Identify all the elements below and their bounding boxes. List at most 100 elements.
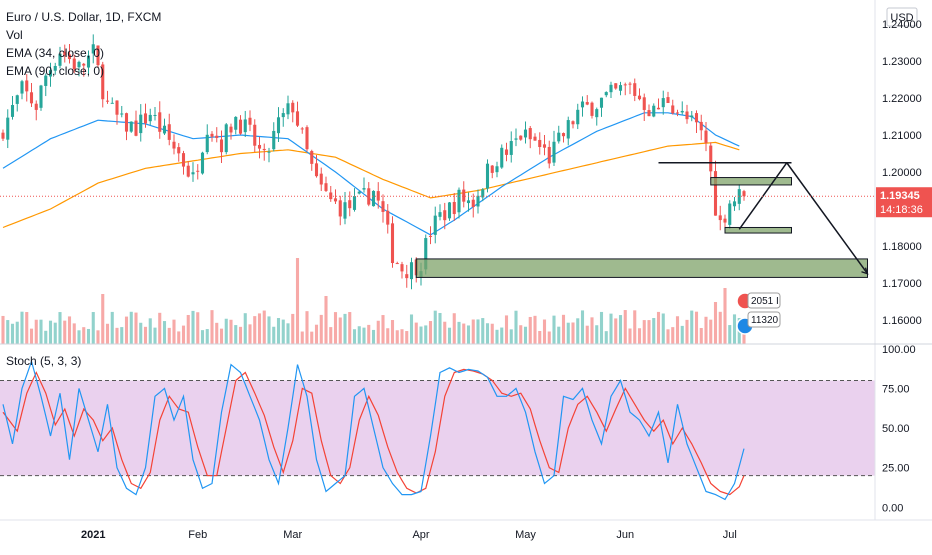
volume-bar bbox=[533, 315, 537, 344]
volume-bar bbox=[181, 325, 186, 344]
candle-body bbox=[210, 133, 214, 137]
candle-body bbox=[310, 151, 314, 164]
candle-body bbox=[58, 53, 62, 66]
candle-body bbox=[457, 189, 461, 213]
volume-bar bbox=[29, 328, 34, 344]
candle-body bbox=[680, 110, 684, 113]
volume-bar bbox=[148, 318, 152, 344]
candle-body bbox=[424, 238, 428, 270]
candle-body bbox=[253, 124, 257, 146]
candle-body bbox=[728, 203, 732, 225]
volume-bar bbox=[452, 313, 456, 344]
volume-bar bbox=[172, 319, 176, 344]
volume-bar bbox=[291, 313, 295, 344]
candle-body bbox=[362, 188, 366, 190]
volume-bar bbox=[495, 329, 499, 344]
volume-bar bbox=[476, 319, 480, 344]
volume-bar bbox=[48, 320, 53, 344]
candle-body bbox=[557, 132, 561, 142]
volume-bar bbox=[39, 319, 43, 344]
volume-bar bbox=[381, 315, 385, 344]
volume-bar bbox=[438, 312, 442, 344]
candle-body bbox=[53, 65, 57, 71]
volume-bar bbox=[447, 327, 452, 344]
candle-body bbox=[348, 200, 352, 209]
candle-body bbox=[656, 107, 661, 110]
candle-body bbox=[371, 190, 376, 207]
volume-bar bbox=[647, 320, 651, 344]
price-tick-label: 1.18000 bbox=[882, 241, 922, 253]
volume-bar bbox=[628, 328, 632, 344]
volume-bar bbox=[101, 294, 105, 344]
candle-body bbox=[618, 85, 623, 91]
volume-bar bbox=[443, 321, 447, 344]
volume-bar bbox=[15, 321, 19, 344]
volume-bar bbox=[86, 328, 91, 344]
candle-body bbox=[742, 191, 746, 197]
candle-body bbox=[91, 44, 95, 54]
candle-body bbox=[82, 63, 86, 66]
symbol-title[interactable]: Euro / U.S. Dollar, 1D, FXCM bbox=[6, 10, 162, 24]
candle-body bbox=[200, 152, 205, 174]
stoch-tick-label: 25.00 bbox=[882, 463, 910, 475]
ema34-legend[interactable]: EMA (34, close, 0) bbox=[6, 46, 105, 60]
volume-bar bbox=[599, 311, 604, 344]
candle-body bbox=[215, 135, 219, 138]
candle-body bbox=[675, 112, 680, 114]
candle-body bbox=[148, 114, 152, 122]
candle-body bbox=[186, 165, 190, 177]
candle-body bbox=[177, 147, 181, 154]
candle-body bbox=[690, 115, 694, 118]
volume-bar bbox=[414, 322, 418, 344]
volume-bar bbox=[10, 323, 15, 344]
volume-bar bbox=[25, 312, 29, 344]
volume-bar bbox=[177, 331, 181, 344]
volume-bar bbox=[158, 312, 162, 344]
candle-body bbox=[67, 54, 72, 60]
candle-body bbox=[314, 163, 319, 177]
volume-bar bbox=[143, 326, 148, 344]
price-tick-label: 1.22000 bbox=[882, 93, 922, 105]
candle-body bbox=[381, 201, 385, 212]
volume-bar bbox=[561, 314, 566, 344]
volume-bar bbox=[115, 327, 119, 344]
candle-body bbox=[509, 141, 513, 155]
candle-body bbox=[281, 113, 285, 118]
candle-body bbox=[367, 188, 371, 205]
volume-bar bbox=[666, 329, 670, 344]
volume-bar bbox=[352, 329, 357, 344]
volume-legend[interactable]: Vol bbox=[6, 28, 23, 42]
currency-box[interactable] bbox=[886, 7, 918, 27]
candle-body bbox=[10, 105, 15, 117]
volume-bar bbox=[571, 322, 575, 344]
candle-body bbox=[324, 183, 328, 191]
candle-body bbox=[633, 83, 637, 96]
chart-legend: Euro / U.S. Dollar, 1D, FXCM Vol EMA (34… bbox=[6, 8, 161, 80]
candle-body bbox=[718, 215, 722, 221]
volume-bar bbox=[238, 326, 243, 344]
volume-bar bbox=[690, 310, 694, 344]
volume-bar bbox=[557, 326, 561, 344]
volume-bar bbox=[742, 331, 746, 344]
volume-bar bbox=[105, 323, 110, 344]
stoch-legend[interactable]: Stoch (5, 3, 3) bbox=[6, 354, 82, 368]
volume-bar bbox=[590, 317, 594, 344]
volume-bar bbox=[357, 326, 361, 344]
volume-bar bbox=[72, 323, 76, 344]
volume-bar bbox=[44, 330, 48, 344]
candle-body bbox=[666, 97, 670, 104]
volume-bar bbox=[580, 310, 585, 344]
candle-body bbox=[523, 129, 528, 138]
candle-body bbox=[34, 103, 38, 110]
price-badge-value: 1.19345 bbox=[880, 190, 920, 202]
candle-body bbox=[514, 138, 518, 140]
volume-bar bbox=[319, 314, 323, 344]
price-badge bbox=[876, 187, 932, 218]
candle-body bbox=[338, 200, 342, 217]
volume-bar bbox=[34, 319, 38, 344]
volume-bar bbox=[523, 326, 528, 344]
price-tick-label: 1.21000 bbox=[882, 130, 922, 142]
volume-bar bbox=[652, 318, 656, 344]
ema90-legend[interactable]: EMA (90, close, 0) bbox=[6, 64, 105, 78]
